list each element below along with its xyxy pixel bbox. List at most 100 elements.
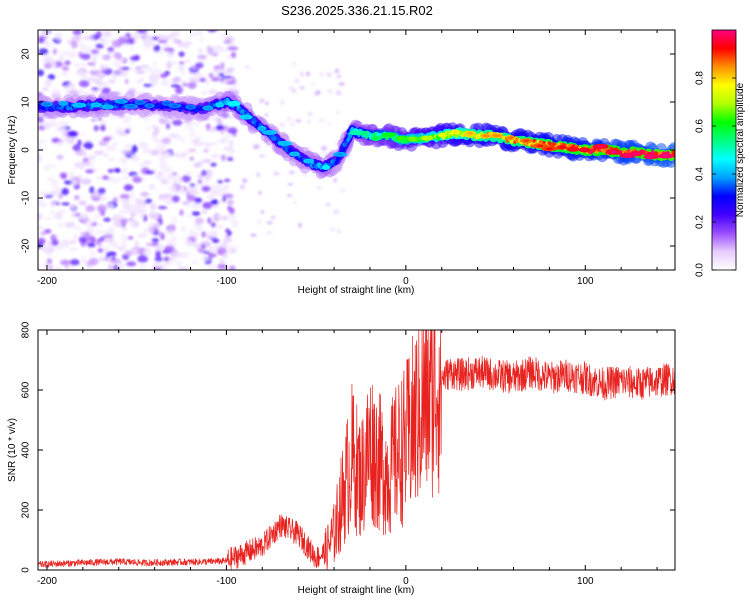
- noise-speckle: [90, 49, 100, 54]
- noise-speckle: [130, 67, 136, 72]
- ridge-blob-core: [610, 150, 617, 154]
- x-tick-label: 100: [577, 576, 594, 587]
- x-tick-label: 0: [403, 276, 409, 287]
- noise-speckle: [180, 267, 186, 270]
- noise-speckle: [86, 76, 98, 83]
- colorbar-tick-label: 0.2: [695, 215, 706, 229]
- noise-speckle: [318, 118, 325, 123]
- ridge-blob-core: [424, 136, 430, 140]
- noise-speckle: [91, 56, 98, 65]
- noise-speckle: [158, 193, 164, 201]
- ridge-blobs: [40, 98, 674, 170]
- noise-speckle: [61, 72, 68, 76]
- noise-speckle: [142, 147, 153, 155]
- ridge-segment: [252, 117, 258, 125]
- noise-speckle: [50, 200, 60, 205]
- noise-speckle: [97, 256, 106, 262]
- noise-speckle: [107, 226, 114, 235]
- noise-speckle: [256, 172, 260, 178]
- noise-speckle: [209, 188, 214, 197]
- noise-speckle: [173, 135, 183, 141]
- noise-speckle: [57, 154, 62, 161]
- noise-speckle: [59, 50, 70, 55]
- noise-speckle: [78, 236, 87, 243]
- noise-speckle: [63, 180, 74, 185]
- noise-speckle: [163, 256, 170, 262]
- noise-speckle: [328, 88, 332, 94]
- noise-speckle: [189, 120, 194, 126]
- noise-speckle: [74, 71, 86, 76]
- noise-speckle: [217, 263, 227, 270]
- noise-speckle: [93, 213, 101, 219]
- noise-speckle: [69, 170, 75, 177]
- noise-speckle: [228, 139, 234, 148]
- noise-speckle: [189, 127, 195, 135]
- noise-speckle: [148, 222, 155, 228]
- noise-speckle: [110, 258, 122, 264]
- noise-speckle: [65, 135, 76, 144]
- figure-title: S236.2025.336.21.15.R02: [281, 3, 433, 18]
- noise-speckle: [50, 178, 59, 187]
- noise-speckle: [126, 261, 137, 267]
- noise-speckle: [67, 83, 75, 89]
- noise-speckle: [111, 215, 122, 222]
- noise-speckle: [217, 180, 223, 184]
- noise-speckle: [66, 130, 78, 138]
- noise-speckle: [87, 62, 96, 66]
- noise-speckle: [59, 172, 68, 179]
- snr-panel: -200 -100 0 100 0 200 400 600 800 Height of str…: [7, 321, 676, 596]
- noise-speckle: [164, 245, 175, 252]
- noise-speckle: [175, 86, 183, 95]
- noise-speckle: [78, 80, 90, 88]
- noise-speckle: [265, 101, 269, 106]
- noise-speckle: [170, 61, 179, 65]
- ridge-blob-core: [372, 137, 379, 140]
- noise-speckle: [178, 51, 185, 57]
- noise-speckle: [80, 133, 86, 137]
- noise-speckle: [166, 50, 175, 59]
- ridge-blob-core: [126, 105, 135, 108]
- noise-speckle: [270, 215, 276, 220]
- noise-speckle: [183, 125, 194, 129]
- noise-speckle: [220, 136, 229, 142]
- noise-speckle: [227, 246, 236, 253]
- noise-speckle: [159, 72, 168, 79]
- noise-speckle: [47, 74, 56, 80]
- noise-speckle: [143, 35, 153, 44]
- noise-speckle: [98, 242, 103, 247]
- noise-speckle: [215, 224, 224, 230]
- ridge-blob-core: [43, 102, 51, 106]
- ridge-blob-core: [508, 136, 514, 139]
- noise-speckle: [209, 141, 219, 146]
- ridge-blob-core: [570, 148, 576, 151]
- noise-speckle: [64, 60, 71, 66]
- noise-speckle: [78, 200, 87, 206]
- y-tick-label: 0: [21, 567, 32, 573]
- noise-speckle: [197, 47, 203, 54]
- ridge-blob-core: [291, 152, 298, 156]
- noise-speckle: [187, 81, 197, 89]
- noise-speckle: [183, 59, 192, 63]
- noise-speckle: [80, 75, 88, 79]
- noise-speckle: [151, 237, 159, 243]
- noise-speckle: [59, 239, 71, 248]
- noise-speckle: [120, 241, 128, 250]
- noise-speckle: [63, 85, 70, 93]
- ridge-blob-core: [597, 145, 605, 148]
- noise-speckle: [58, 120, 70, 126]
- noise-speckle: [89, 186, 95, 194]
- noise-speckle: [123, 203, 131, 208]
- noise-speckle: [273, 171, 280, 176]
- noise-speckle: [165, 62, 173, 69]
- x-tick-label: -200: [37, 276, 57, 287]
- noise-speckle: [46, 164, 58, 169]
- colorbar-tick-label: 0.8: [695, 71, 706, 85]
- noise-speckle: [202, 158, 212, 164]
- spectrogram-y-ticks: -20 -10 0 10 20: [21, 48, 675, 253]
- noise-speckle: [87, 242, 96, 248]
- noise-speckle: [253, 144, 260, 150]
- noise-speckle: [159, 159, 167, 166]
- noise-speckle: [178, 61, 185, 65]
- noise-speckle: [153, 113, 159, 118]
